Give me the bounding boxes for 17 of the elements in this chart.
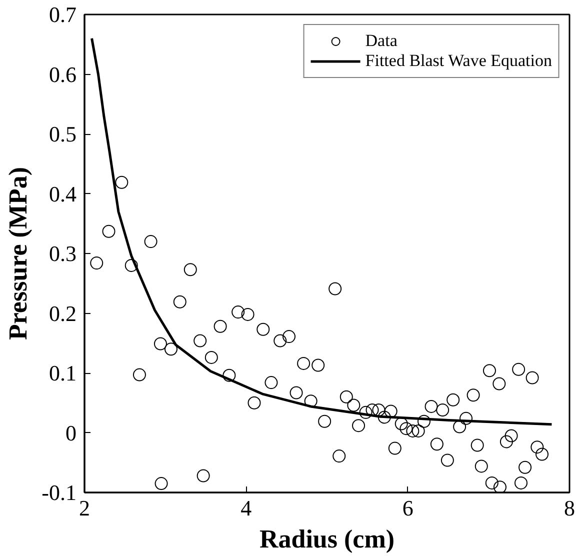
y-tick-label: 0.2 (49, 300, 76, 326)
y-axis-title: Pressure (MPa) (4, 166, 33, 340)
y-tick-label: -0.1 (42, 480, 76, 505)
x-tick-label: 6 (402, 496, 414, 520)
y-tick-label: 0.7 (49, 2, 76, 27)
legend-label: Data (365, 31, 398, 51)
y-tick-label: 0.5 (49, 122, 76, 146)
y-tick-label: 0.3 (49, 241, 76, 266)
x-tick-label: 8 (564, 496, 575, 520)
y-tick-label: 0 (66, 420, 76, 446)
y-tick-label: 0.4 (49, 181, 76, 206)
y-tick-label: 0.1 (49, 360, 76, 386)
x-tick-label: 4 (240, 496, 252, 520)
x-axis-title: Radius (cm) (259, 524, 395, 554)
legend-label: Fitted Blast Wave Equation (365, 51, 552, 71)
x-tick-label: 2 (79, 496, 90, 520)
y-tick-label: 0.6 (49, 62, 76, 87)
